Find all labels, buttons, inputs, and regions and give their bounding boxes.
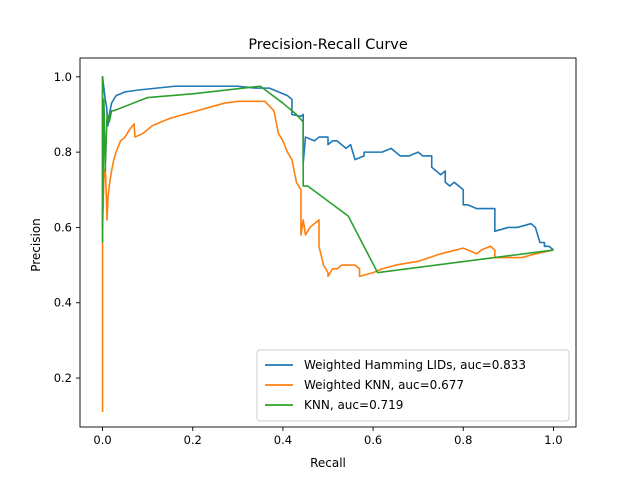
x-tick-label: 0.2 — [184, 433, 202, 447]
series-line-3 — [101, 76, 554, 274]
x-tick-label: 1.0 — [544, 433, 562, 447]
legend-entry-3: KNN, auc=0.719 — [304, 398, 403, 412]
x-tick-label: 0.4 — [274, 433, 292, 447]
axes-frame — [79, 57, 577, 428]
series-line-2 — [101, 100, 554, 412]
y-tick-label: 1.0 — [54, 70, 72, 84]
y-tick-label: 0.2 — [54, 371, 72, 385]
legend: Weighted Hamming LIDs, auc=0.833 Weighted… — [256, 349, 570, 422]
axes: 0.0 0.2 0.4 0.6 0.8 1.0 0.2 0.4 0.6 0.8 1.0 — [54, 57, 577, 447]
x-tick-label: 0.0 — [93, 433, 111, 447]
legend-entry-1: Weighted Hamming LIDs, auc=0.833 — [304, 358, 526, 372]
x-axis-label: Recall — [310, 456, 346, 470]
y-axis-label: Precision — [29, 218, 43, 272]
y-tick-label: 0.6 — [54, 220, 72, 234]
legend-entry-2: Weighted KNN, auc=0.677 — [304, 378, 464, 392]
series-line-1 — [101, 76, 554, 251]
plot-area — [101, 76, 554, 412]
chart-title: Precision-Recall Curve — [248, 37, 408, 53]
y-tick-label: 0.4 — [54, 296, 72, 310]
x-tick-label: 0.6 — [364, 433, 382, 447]
legend-box — [256, 349, 570, 422]
y-tick-label: 0.8 — [54, 145, 72, 159]
x-tick-label: 0.8 — [454, 433, 472, 447]
